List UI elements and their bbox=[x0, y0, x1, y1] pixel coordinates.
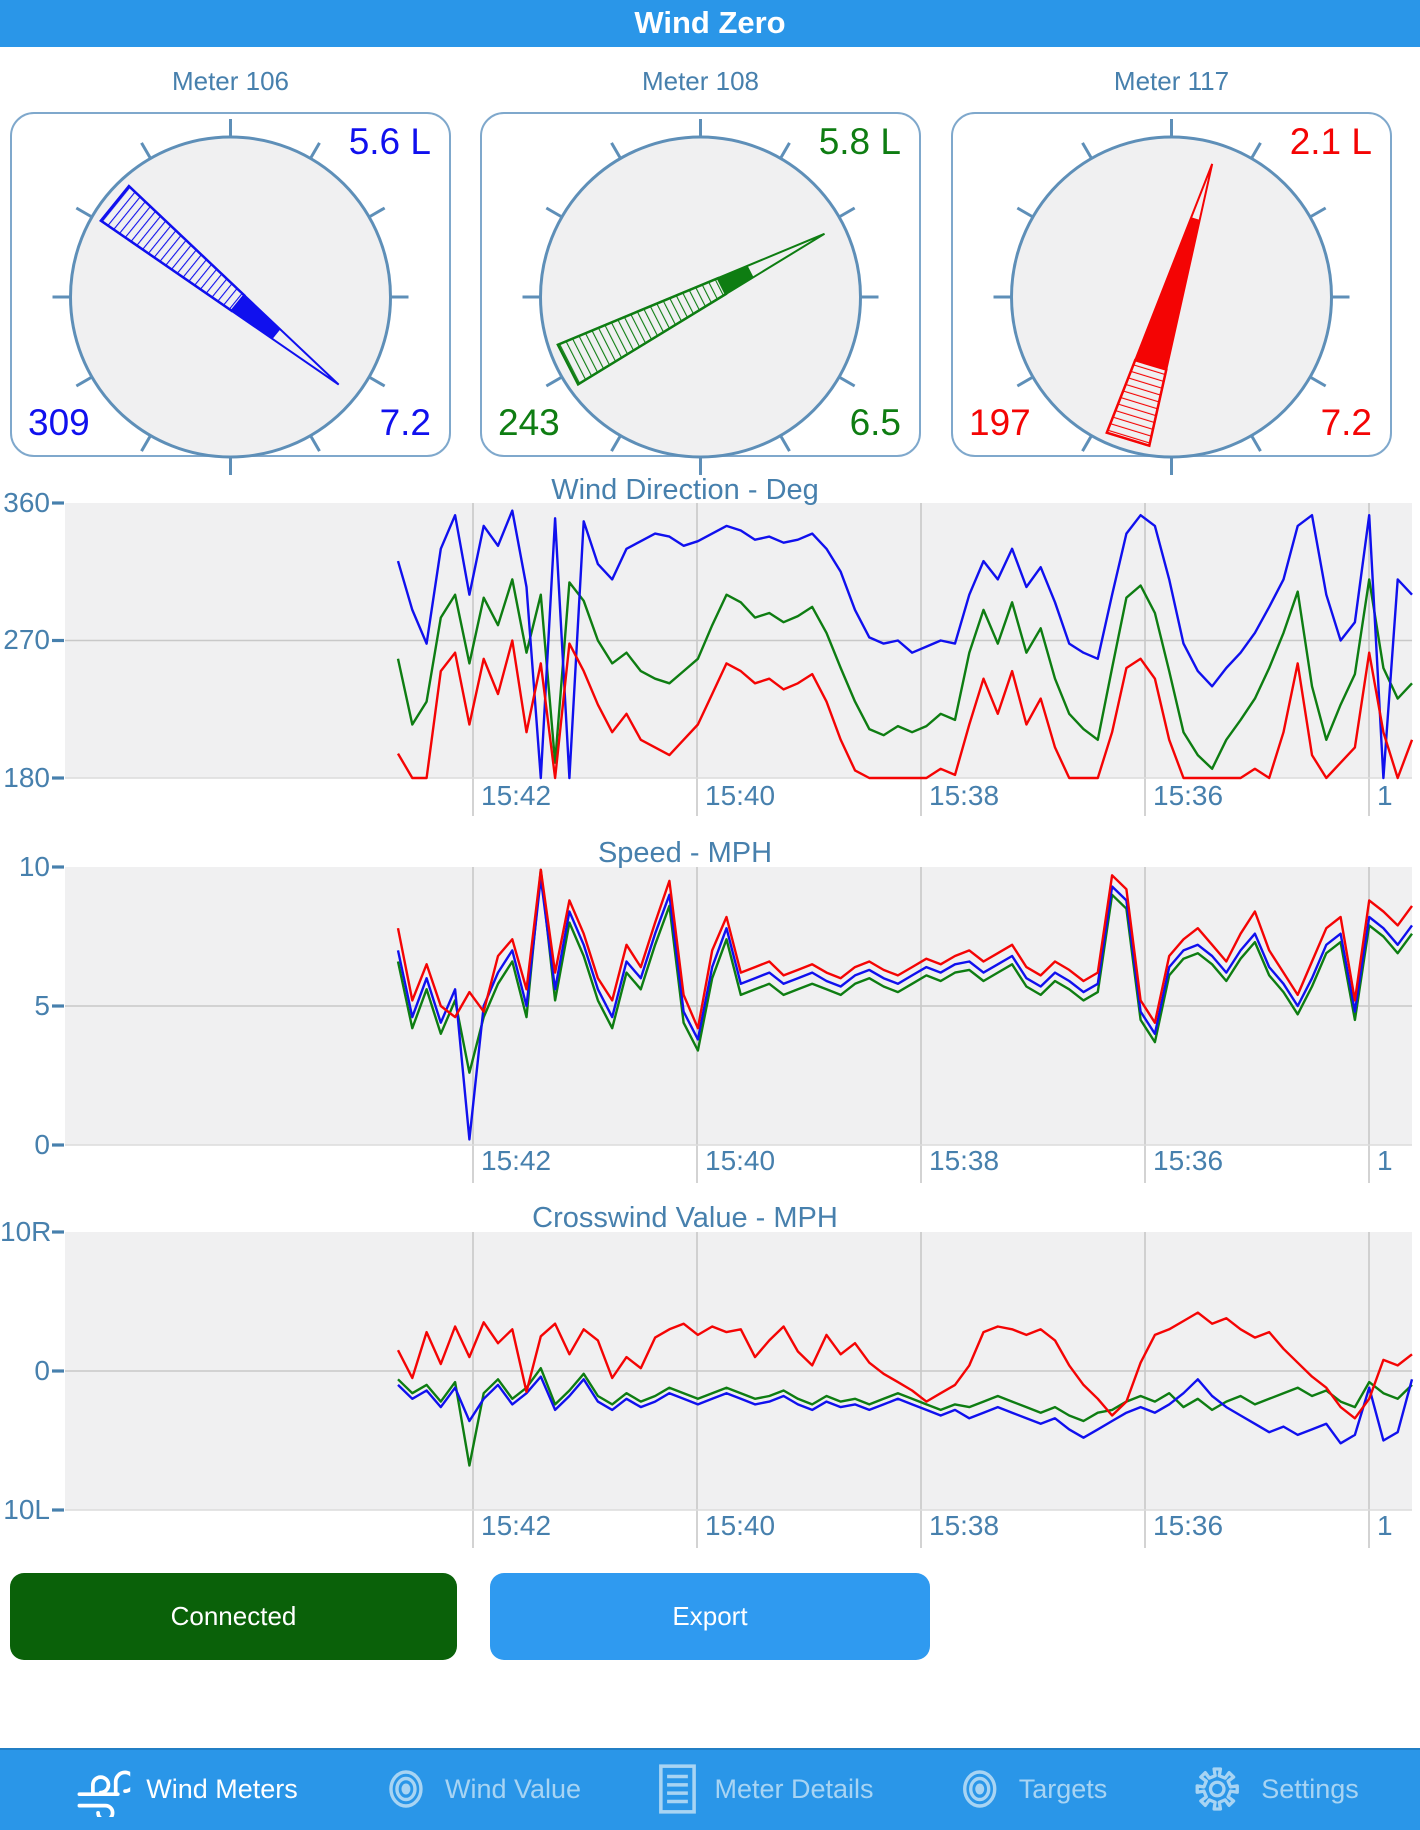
tab-targets[interactable]: Targets bbox=[957, 1748, 1108, 1830]
y-tick-label: 5 bbox=[34, 990, 50, 1021]
speed-readout: 7.2 bbox=[379, 402, 431, 443]
y-tick-label: 270 bbox=[3, 624, 50, 655]
list-icon bbox=[659, 1764, 696, 1814]
speed-readout: 7.2 bbox=[1320, 402, 1372, 443]
connected-button[interactable]: Connected bbox=[10, 1573, 457, 1660]
x-tick-label: 15:36 bbox=[1153, 1145, 1224, 1176]
app-header: Wind Zero bbox=[0, 0, 1420, 47]
meter-panel-117: Meter 117 2.1 L 197 7.2 bbox=[951, 66, 1392, 475]
meter-gauge-card: 5.6 L 309 7.2 bbox=[10, 112, 451, 475]
tab-bar: Wind Meters Wind Value Meter Details Tar… bbox=[0, 1748, 1420, 1830]
chart-title-crosswind: Crosswind Value - MPH bbox=[532, 1202, 838, 1234]
x-tick-label: 15:42 bbox=[481, 1145, 552, 1176]
x-tick-label: 15:36 bbox=[1153, 780, 1224, 811]
chart-title-speed: Speed - MPH bbox=[597, 837, 773, 869]
tab-settings[interactable]: Settings bbox=[1189, 1748, 1359, 1830]
crosswind-readout: 5.6 L bbox=[348, 121, 431, 162]
y-tick-label: 360 bbox=[3, 487, 50, 518]
gauge-dial bbox=[993, 119, 1350, 475]
meter-panel-106: Meter 106 5.6 L 309 7.2 bbox=[10, 66, 451, 475]
x-tick-label: 1 bbox=[1377, 1145, 1393, 1176]
meter-gauge-card: 5.8 L 243 6.5 bbox=[480, 112, 921, 475]
y-tick-label: 10L bbox=[3, 1494, 50, 1525]
tab-label: Wind Value bbox=[444, 1773, 582, 1804]
x-tick-label: 15:38 bbox=[929, 1510, 1000, 1541]
target-icon bbox=[389, 1770, 423, 1808]
meter-name: Meter 108 bbox=[641, 66, 760, 96]
tab-wind-meters[interactable]: Wind Meters bbox=[74, 1748, 298, 1830]
direction-readout: 309 bbox=[28, 402, 90, 443]
x-tick-label: 15:40 bbox=[705, 1145, 776, 1176]
target-icon bbox=[963, 1770, 997, 1808]
tab-label: Settings bbox=[1261, 1773, 1359, 1804]
meter-name: Meter 117 bbox=[1113, 66, 1230, 96]
tab-meter-details[interactable]: Meter Details bbox=[656, 1748, 874, 1830]
gear-icon bbox=[1195, 1767, 1239, 1811]
x-tick-label: 15:40 bbox=[705, 780, 776, 811]
y-tick-label: 10R bbox=[0, 1216, 52, 1247]
x-tick-label: 15:40 bbox=[705, 1510, 776, 1541]
y-tick-label: 180 bbox=[3, 762, 50, 793]
crosswind-readout: 5.8 L bbox=[818, 121, 901, 162]
y-tick-label: 10 bbox=[18, 851, 50, 882]
y-tick-label: 0 bbox=[34, 1355, 50, 1386]
x-tick-label: 1 bbox=[1377, 780, 1393, 811]
gauge-dial bbox=[52, 119, 409, 475]
x-tick-label: 15:42 bbox=[481, 780, 552, 811]
x-tick-label: 15:38 bbox=[929, 1145, 1000, 1176]
tab-label: Targets bbox=[1018, 1773, 1108, 1804]
direction-readout: 197 bbox=[969, 402, 1031, 443]
direction-readout: 243 bbox=[498, 402, 560, 443]
tab-label: Meter Details bbox=[714, 1773, 874, 1804]
tab-wind-value[interactable]: Wind Value bbox=[383, 1748, 581, 1830]
y-tick-label: 0 bbox=[34, 1129, 50, 1160]
wind-icon bbox=[77, 1770, 131, 1817]
page-title: Wind Zero bbox=[634, 5, 786, 40]
meter-gauge-card: 2.1 L 197 7.2 bbox=[951, 112, 1392, 475]
meter-panel-108: Meter 108 5.8 L 243 6.5 bbox=[480, 66, 921, 475]
meter-name: Meter 106 bbox=[171, 66, 290, 96]
export-button[interactable]: Export bbox=[490, 1573, 930, 1660]
speed-readout: 6.5 bbox=[849, 402, 901, 443]
x-tick-label: 15:36 bbox=[1153, 1510, 1224, 1541]
tab-label: Wind Meters bbox=[146, 1773, 298, 1804]
crosswind-readout: 2.1 L bbox=[1289, 121, 1372, 162]
x-tick-label: 1 bbox=[1377, 1510, 1393, 1541]
x-tick-label: 15:42 bbox=[481, 1510, 552, 1541]
gauge-dial bbox=[522, 119, 879, 475]
x-tick-label: 15:38 bbox=[929, 780, 1000, 811]
chart-title-direction: Wind Direction - Deg bbox=[551, 474, 819, 506]
